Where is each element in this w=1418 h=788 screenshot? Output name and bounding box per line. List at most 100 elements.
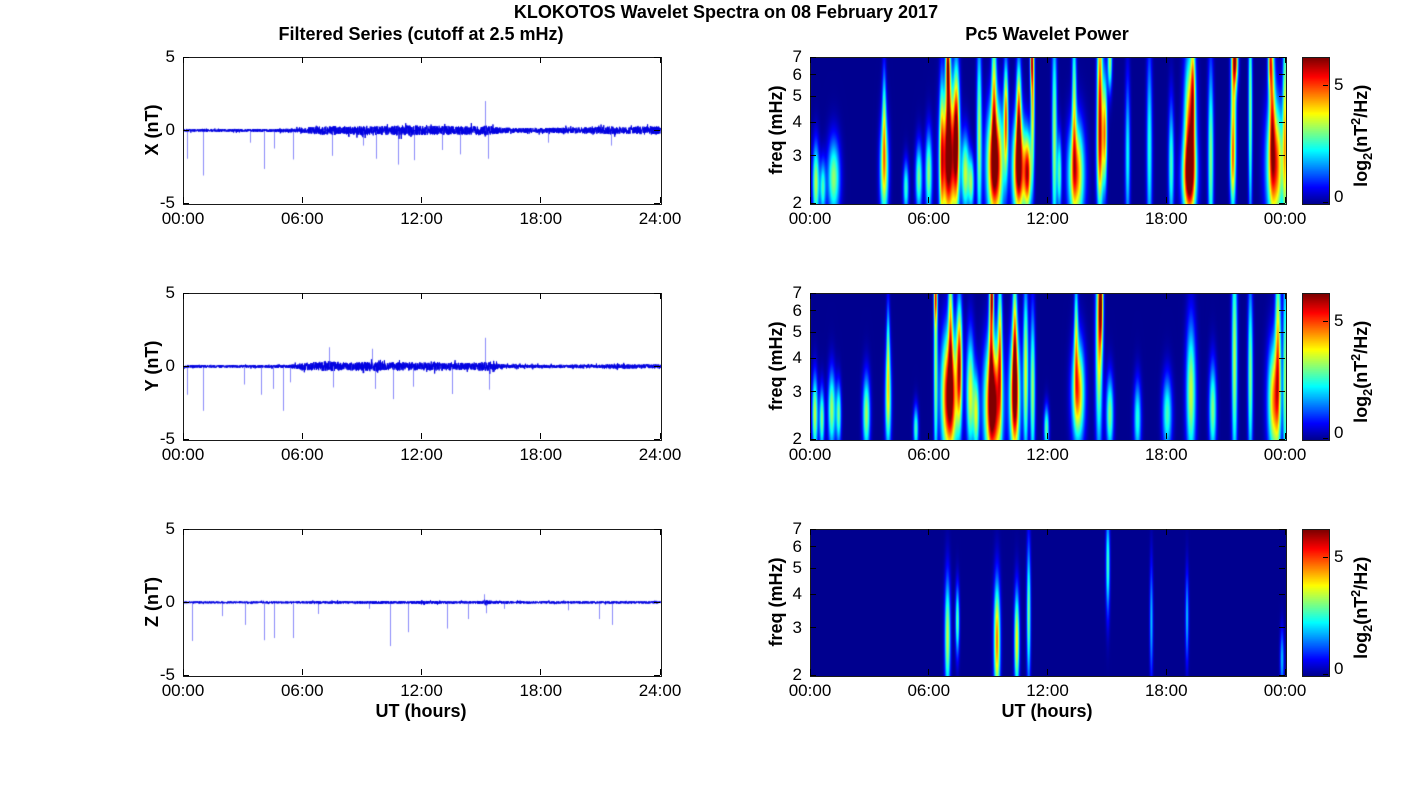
tick-mark [654,438,660,440]
y-tick-label: 3 [792,145,802,165]
wavelet-panel-z [810,529,1287,677]
tick-mark [183,674,189,676]
x-axis-label-right: UT (hours) [1001,701,1093,721]
tick-mark [183,365,189,367]
tick-mark [183,292,189,294]
timeseries-canvas-y [184,294,661,440]
colorbar-z [1302,529,1330,677]
y-tick-label: 3 [792,617,802,637]
tick-mark [540,197,542,203]
tick-mark [540,669,542,675]
colorbar-canvas-y [1303,294,1329,440]
tick-mark [182,57,184,63]
tick-mark [1284,669,1286,675]
x-tick-label: 24:00 [638,681,682,700]
tick-mark [183,202,189,204]
tick-mark [654,674,660,676]
x-tick-label: 18:00 [1144,681,1188,700]
wavelet-canvas-x [811,58,1286,204]
tick-mark [421,293,422,299]
tick-mark [810,391,816,393]
y-tick-label: 0 [165,592,175,611]
tick-mark [654,202,660,204]
x-tick-label: 00:00 [161,445,205,464]
x-tick-label: 12:00 [400,445,443,464]
tick-mark [1279,202,1285,204]
tick-mark [1279,546,1285,548]
x-tick-label: 00:00 [161,681,205,700]
x-tick-label: 12:00 [1026,681,1069,700]
tick-mark [1323,320,1328,322]
tick-mark [540,529,542,535]
tick-mark [421,529,422,535]
x-tick-label: 06:00 [907,681,951,700]
timeseries-canvas-z [184,530,661,676]
tick-mark [654,129,660,131]
tick-mark [1279,528,1285,530]
tick-mark [654,365,660,367]
timeseries-panel-x [183,57,662,205]
colorbar-tick-label: 0 [1334,187,1344,206]
x-tick-label: 24:00 [638,445,682,464]
tick-mark [809,433,811,439]
tick-mark [810,438,816,440]
tick-mark [654,56,660,58]
y-tick-label: 5 [165,519,175,538]
y-tick-label: 0 [165,356,175,375]
y-tick-label: 5 [792,86,802,106]
tick-mark [1279,74,1285,76]
tick-mark [1279,627,1285,629]
tick-mark [183,129,189,131]
x-tick-label: 12:00 [1026,209,1069,228]
colorbar-tick-label: 0 [1334,659,1344,678]
x-tick-label: 00:00 [788,445,832,464]
y-tick-label: 7 [792,47,802,66]
y-tick-label: 3 [792,381,802,401]
tick-mark [1279,121,1285,123]
tick-mark [540,293,542,299]
tick-mark [810,202,816,204]
tick-mark [183,56,189,58]
y-tick-label: 5 [165,47,175,66]
y-tick-label: 2 [792,665,802,684]
tick-mark [421,433,422,439]
tick-mark [301,197,303,203]
colorbar-label-y: log2(nT2/Hz) [1349,320,1375,423]
tick-mark [654,528,660,530]
tick-mark [810,357,816,359]
x-tick-label: 18:00 [519,681,563,700]
tick-mark [301,293,303,299]
timeseries-canvas-x [184,58,661,204]
tick-mark [182,529,184,535]
tick-mark [809,293,811,299]
y-tick-label: 4 [792,584,802,604]
tick-mark [810,95,816,97]
tick-mark [809,57,811,63]
x-tick-label: 00:00 [788,209,832,228]
tick-mark [928,433,930,439]
y-tick-label: 5 [792,558,802,578]
tick-mark [1284,57,1286,63]
x-tick-label: 12:00 [400,209,443,228]
y-tick-label: 2 [792,193,802,212]
colorbar-tick-label: 5 [1334,311,1344,331]
colorbar-tick-label: 0 [1334,423,1344,442]
tick-mark [810,292,816,294]
tick-mark [1047,197,1048,203]
colorbar-y [1302,293,1330,441]
tick-mark [810,593,816,595]
tick-mark [1284,433,1286,439]
tick-mark [183,438,189,440]
tick-mark [810,56,816,58]
colorbar-canvas-x [1303,58,1329,204]
wavelet-canvas-y [811,294,1286,440]
tick-mark [1165,57,1167,63]
tick-mark [1284,529,1286,535]
tick-mark [1279,357,1285,359]
tick-mark [1165,293,1167,299]
colorbar-tick-label: 5 [1334,75,1344,95]
y-tick-label: 6 [792,300,802,320]
y-tick-label: -5 [159,429,175,448]
tick-mark [182,197,184,203]
tick-mark [1047,529,1048,535]
